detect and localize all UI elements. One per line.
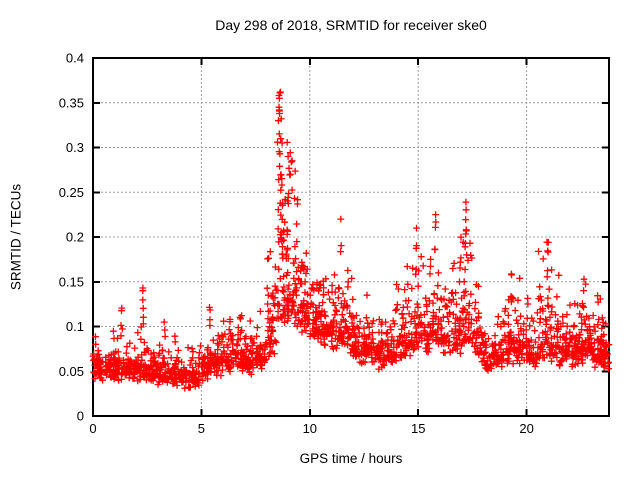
x-tick-label: 10 — [303, 421, 317, 436]
x-tick-label: 15 — [411, 421, 425, 436]
y-tick-label: 0.4 — [66, 51, 84, 66]
chart-title: Day 298 of 2018, SRMTID for receiver ske… — [215, 17, 487, 33]
axis-ticks — [92, 57, 609, 417]
y-tick-label: 0.35 — [59, 95, 84, 110]
x-tick-label: 0 — [89, 421, 96, 436]
scatter-points — [89, 88, 613, 392]
y-tick-label: 0.3 — [66, 140, 84, 155]
y-tick-label: 0.1 — [66, 319, 84, 334]
y-tick-label: 0.2 — [66, 230, 84, 245]
y-tick-label: 0.05 — [59, 364, 84, 379]
x-tick-label: 20 — [519, 421, 533, 436]
y-tick-label: 0.15 — [59, 274, 84, 289]
tick-labels: 0 5 10 15 20 0 0.05 0.1 0.15 0.2 0.25 0.3 0.35 0.4 — [59, 51, 534, 437]
x-tick-label: 5 — [198, 421, 205, 436]
y-tick-label: 0.25 — [59, 185, 84, 200]
x-axis-label: GPS time / hours — [299, 451, 403, 466]
y-tick-label: 0 — [77, 409, 84, 424]
